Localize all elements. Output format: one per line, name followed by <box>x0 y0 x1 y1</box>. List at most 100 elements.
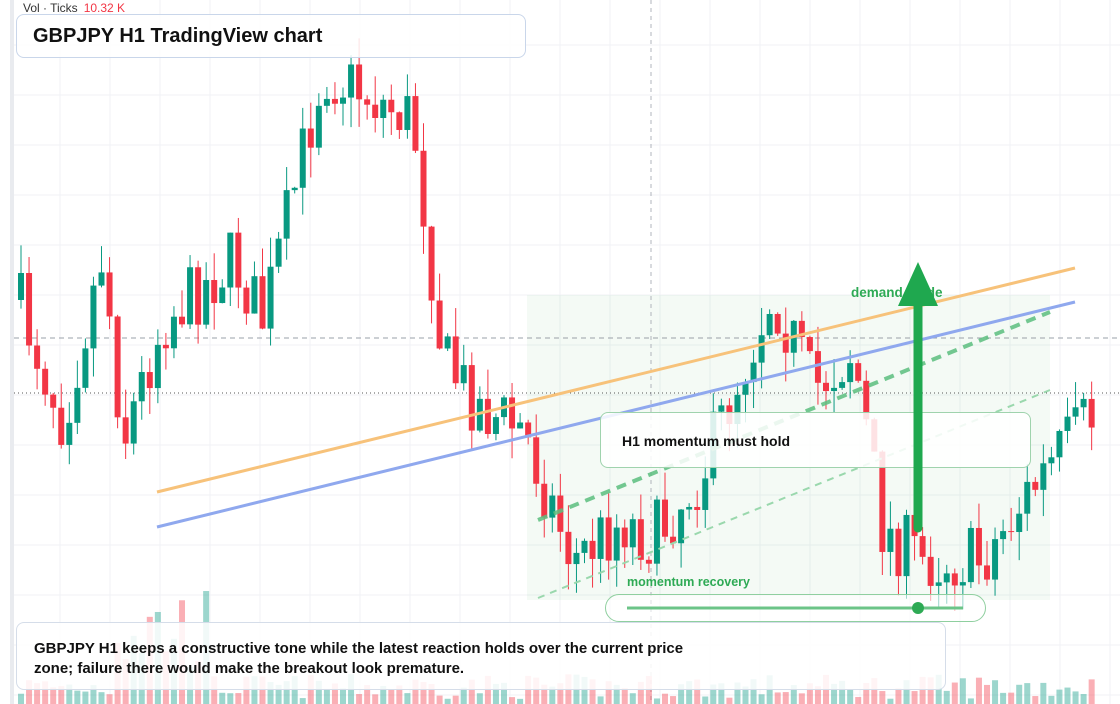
candle-body <box>122 417 129 444</box>
volume-bar <box>806 683 813 704</box>
left-strip <box>10 0 14 704</box>
candle-body <box>621 527 628 548</box>
volume-bar <box>66 684 73 704</box>
volume-bar <box>911 691 918 704</box>
chart-title: GBPJPY H1 TradingView chart <box>33 25 323 47</box>
candle-body <box>331 98 338 104</box>
candle-body <box>34 345 41 369</box>
volume-bar <box>34 683 41 704</box>
candle-body <box>1080 398 1087 408</box>
candle-body <box>74 387 81 423</box>
candle-body <box>251 276 258 314</box>
candle-body <box>831 387 838 392</box>
candle-body <box>404 96 411 130</box>
volume-bar <box>839 680 846 704</box>
volume-bar <box>372 694 379 704</box>
candle-body <box>484 398 491 434</box>
candle-body <box>1032 481 1039 490</box>
volume-bar <box>951 682 958 704</box>
candle-body <box>380 99 387 118</box>
candle-body <box>291 187 298 191</box>
candle-body <box>1040 463 1047 490</box>
volume-bar <box>323 688 330 704</box>
volume-bar <box>267 682 274 704</box>
candle-body <box>855 363 862 381</box>
volume-bar <box>299 698 306 704</box>
volume-bar <box>42 681 49 704</box>
volume-bar <box>662 693 668 704</box>
volume-bar <box>637 681 644 704</box>
volume-bar <box>686 681 693 704</box>
candle-body <box>565 531 572 565</box>
candle-body <box>645 559 652 564</box>
volume-bar <box>927 677 934 704</box>
candle-body <box>629 519 636 548</box>
candle-body <box>742 382 749 395</box>
volume-bar <box>975 677 982 704</box>
candle-body <box>243 287 250 314</box>
volume-value: 10.32 K <box>83 1 126 15</box>
candle-body <box>814 351 821 383</box>
volume-bar <box>613 684 620 704</box>
candle-body <box>984 565 990 580</box>
candle-body <box>967 527 974 583</box>
candle-body <box>211 280 218 304</box>
candle-body <box>1056 430 1063 458</box>
candle-body <box>959 582 966 586</box>
volume-bar <box>396 685 403 704</box>
candle-body <box>823 382 829 392</box>
candle-body <box>718 405 725 412</box>
candle-body <box>235 232 242 288</box>
volume-bar <box>597 696 604 704</box>
callout-text: H1 momentum must hold <box>622 433 791 449</box>
candle-body <box>992 539 999 580</box>
volume-bar <box>509 697 516 704</box>
volume-bar <box>380 685 387 704</box>
candle-body <box>90 285 97 349</box>
volume-bar <box>798 693 805 704</box>
candle-body <box>130 401 137 444</box>
candle-body <box>951 573 958 586</box>
candle-body <box>315 105 322 148</box>
volume-bar <box>82 691 89 704</box>
candle-body <box>549 495 556 518</box>
candle-body <box>798 320 805 338</box>
candle-body <box>50 394 57 408</box>
volume-label: Vol · Ticks <box>23 1 78 15</box>
volume-bar <box>436 695 443 704</box>
volume-bar <box>331 683 338 704</box>
candle-body <box>1024 481 1031 514</box>
candle-body <box>943 573 950 583</box>
candle-body <box>364 99 371 105</box>
volume-bar <box>959 678 966 704</box>
volume-bar <box>251 676 258 704</box>
volume-bar <box>243 676 250 704</box>
candle-body <box>702 478 709 510</box>
candle-body <box>146 372 153 389</box>
volume-bar <box>275 684 282 704</box>
volume-bar <box>211 676 218 704</box>
candle-body <box>283 190 290 239</box>
candle-body <box>460 365 467 384</box>
candle-body <box>903 514 910 577</box>
candle-body <box>694 506 701 510</box>
candle-body <box>662 499 668 537</box>
volume-bar <box>581 676 588 704</box>
volume-bar <box>774 692 781 704</box>
candle-body <box>203 280 210 325</box>
volume-bar <box>428 683 435 704</box>
volume-bar <box>992 680 999 704</box>
volume-bar <box>943 690 950 704</box>
volume-bar <box>726 697 733 704</box>
candle-body <box>597 517 604 559</box>
volume-bar <box>814 686 821 704</box>
candle-body <box>573 552 580 565</box>
candle-body <box>1072 407 1079 417</box>
volume-bar <box>340 688 346 704</box>
volume-bar <box>356 694 363 704</box>
candle-body <box>452 336 459 384</box>
candle-body <box>782 333 789 353</box>
volume-bar <box>734 682 741 704</box>
volume-bar <box>1072 691 1079 704</box>
volume-bar <box>887 698 894 704</box>
